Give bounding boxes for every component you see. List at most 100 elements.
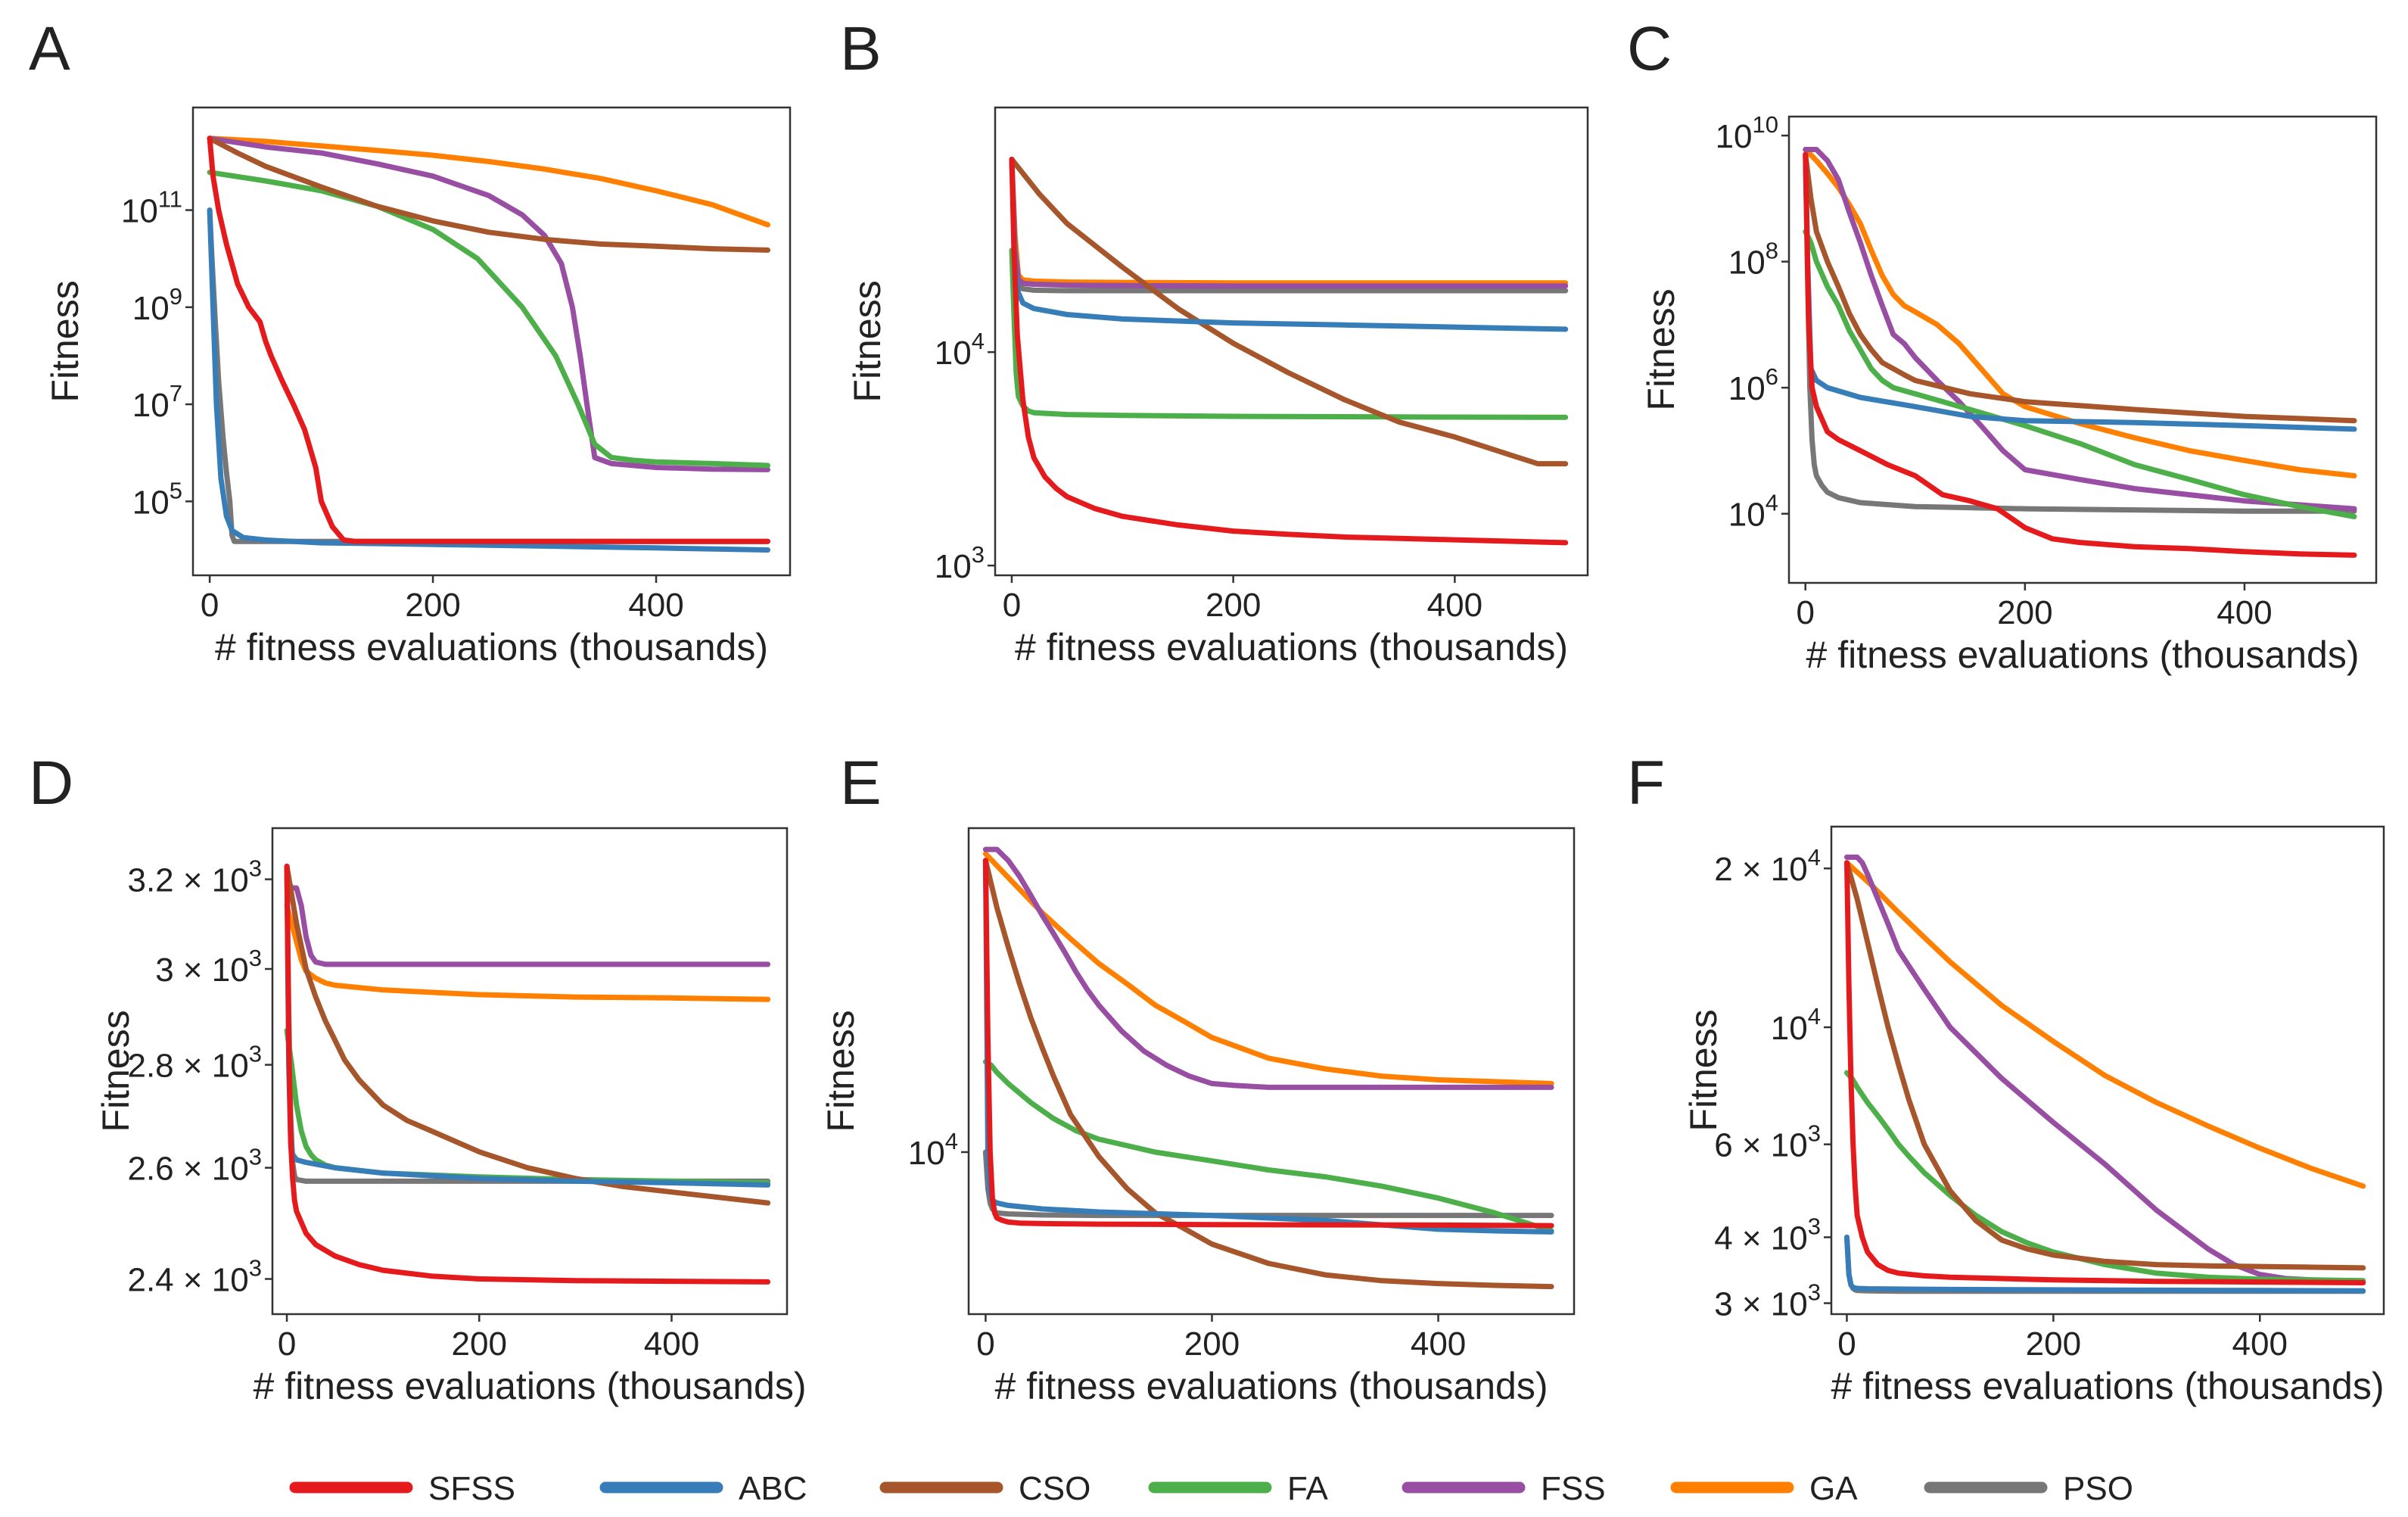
x-axis-label-C: # fitness evaluations (thousands) xyxy=(1806,634,2360,676)
legend-label-cso: CSO xyxy=(1019,1470,1090,1507)
series-line-cso-F xyxy=(1844,860,2366,1271)
legend-item-ga: GA xyxy=(1670,1470,1858,1507)
y-axis-label-B: Fitness xyxy=(846,280,888,402)
y-tick-label-B: 103 xyxy=(935,541,985,585)
x-axis-label-A: # fitness evaluations (thousands) xyxy=(215,626,768,668)
legend-label-pso: PSO xyxy=(2063,1470,2133,1507)
plot-frame-B xyxy=(994,106,1589,577)
y-tick-label-C: 1010 xyxy=(1716,111,1778,155)
panel-C: C 0 200 400 1010 108 106 104 # fitness evaluatio… xyxy=(1627,14,2378,676)
y-tick-label-A: 109 xyxy=(132,283,182,327)
x-tick-label-A: 200 xyxy=(405,587,460,624)
legend-label-ga: GA xyxy=(1809,1470,1858,1507)
panel-letter-A: A xyxy=(29,14,70,83)
series-line-sfss-D xyxy=(284,863,771,1285)
legend-item-sfss: SFSS xyxy=(289,1470,515,1507)
series-line-ga-E xyxy=(982,851,1554,1086)
x-tick-label-C: 0 xyxy=(1797,594,1815,631)
series-line-abc-F xyxy=(1844,1234,2366,1294)
plot-frame-A xyxy=(191,106,792,577)
y-axis-label-D: Fitness xyxy=(95,1010,137,1132)
series-line-fa-B xyxy=(1009,248,1569,420)
legend-item-fa: FA xyxy=(1148,1470,1328,1507)
series-line-cso-B xyxy=(1009,157,1569,467)
panel-letter-F: F xyxy=(1627,749,1665,818)
series-line-cso-C xyxy=(1803,151,2357,424)
x-tick-label-F: 400 xyxy=(2232,1325,2288,1363)
x-tick-label-A: 400 xyxy=(628,587,683,624)
legend-item-cso: CSO xyxy=(879,1470,1090,1507)
y-tick-label-C: 106 xyxy=(1728,363,1778,407)
x-axis-label-B: # fitness evaluations (thousands) xyxy=(1015,626,1568,668)
legend-item-fss: FSS xyxy=(1402,1470,1606,1507)
x-tick-label-C: 400 xyxy=(2217,594,2272,631)
y-tick-label-F: 4 × 103 xyxy=(1714,1213,1821,1257)
x-tick-label-E: 400 xyxy=(1411,1325,1466,1363)
x-tick-label-B: 200 xyxy=(1206,587,1261,624)
y-tick-label-E: 104 xyxy=(908,1128,958,1172)
plot-frame-F xyxy=(1830,825,2385,1316)
legend-label-abc: ABC xyxy=(739,1470,807,1507)
panel-B: B 0 200 400 104 103 # fitness evaluations (tho… xyxy=(840,14,1589,668)
x-axis-label-F: # fitness evaluations (thousands) xyxy=(1831,1365,2385,1407)
series-line-ga-D xyxy=(284,902,771,1002)
y-tick-label-D: 2.6 × 103 xyxy=(127,1144,262,1188)
series-line-cso-A xyxy=(207,136,770,253)
y-axis-label-A: Fitness xyxy=(44,280,86,402)
series-line-fss-E xyxy=(982,846,1554,1090)
panel-A: A 0 200 400 1011 109 107 105 # fitness evaluatio… xyxy=(29,14,792,668)
y-tick-label-D: 2.8 × 103 xyxy=(127,1041,262,1085)
legend-label-fa: FA xyxy=(1287,1470,1328,1507)
series-line-fss-A xyxy=(207,136,770,472)
panel-D: D 0 200 400 3.2 × 103 3 × 103 2.8 × 103 2.6 × 1… xyxy=(29,749,806,1407)
y-tick-label-F: 2 × 104 xyxy=(1714,844,1821,888)
series-line-sfss-C xyxy=(1803,151,2357,558)
y-tick-label-C: 104 xyxy=(1728,490,1778,534)
y-tick-label-A: 105 xyxy=(132,477,182,521)
x-axis-label-D: # fitness evaluations (thousands) xyxy=(254,1365,807,1407)
plot-frame-C xyxy=(1787,115,2378,584)
legend: SFSS ABC CSO FA FSS GA PSO xyxy=(289,1470,2133,1507)
y-tick-label-D: 2.4 × 103 xyxy=(127,1255,262,1299)
x-tick-label-D: 400 xyxy=(644,1325,699,1363)
x-tick-label-D: 200 xyxy=(452,1325,507,1363)
series-line-pso-E xyxy=(982,1149,1554,1219)
series-line-fss-C xyxy=(1803,147,2357,512)
panel-F: F 0 200 400 2 × 104 104 6 × 103 4 × 103 3 × 103#… xyxy=(1627,749,2385,1407)
x-axis-label-E: # fitness evaluations (thousands) xyxy=(995,1365,1548,1407)
y-axis-label-F: Fitness xyxy=(1682,1009,1725,1131)
legend-item-abc: ABC xyxy=(599,1470,807,1507)
series-line-cso-E xyxy=(982,858,1554,1290)
series-line-sfss-A xyxy=(207,136,770,544)
panel-E: E 0 200 400 104 # fitness evaluations (thousa… xyxy=(820,749,1576,1407)
y-tick-label-F: 3 × 103 xyxy=(1714,1279,1821,1323)
series-line-abc-A xyxy=(207,207,770,553)
series-line-fss-D xyxy=(284,877,771,967)
legend-item-pso: PSO xyxy=(1924,1470,2133,1507)
series-line-fa-C xyxy=(1803,229,2357,519)
y-tick-label-B: 104 xyxy=(935,328,985,372)
series-line-sfss-F xyxy=(1844,860,2366,1285)
x-tick-label-E: 0 xyxy=(976,1325,994,1363)
series-line-ga-A xyxy=(207,136,770,228)
y-tick-label-A: 107 xyxy=(132,380,182,424)
y-tick-label-D: 3.2 × 103 xyxy=(127,855,262,899)
legend-label-fss: FSS xyxy=(1541,1470,1606,1507)
series-line-fa-E xyxy=(982,1059,1554,1234)
series-line-sfss-B xyxy=(1009,157,1569,546)
panel-letter-D: D xyxy=(29,749,73,818)
legend-label-sfss: SFSS xyxy=(428,1470,515,1507)
y-tick-label-F: 104 xyxy=(1771,1003,1821,1047)
x-tick-label-E: 200 xyxy=(1184,1325,1240,1363)
y-tick-label-F: 6 × 103 xyxy=(1714,1120,1821,1164)
x-tick-label-F: 200 xyxy=(2026,1325,2081,1363)
y-tick-label-D: 3 × 103 xyxy=(155,945,262,989)
series-line-ga-F xyxy=(1844,860,2366,1189)
panel-letter-B: B xyxy=(840,14,882,83)
panel-letter-E: E xyxy=(840,749,882,818)
y-axis-label-C: Fitness xyxy=(1640,288,1682,410)
panel-letter-C: C xyxy=(1627,14,1672,83)
x-tick-label-B: 0 xyxy=(1003,587,1021,624)
y-tick-label-A: 1011 xyxy=(121,186,182,230)
